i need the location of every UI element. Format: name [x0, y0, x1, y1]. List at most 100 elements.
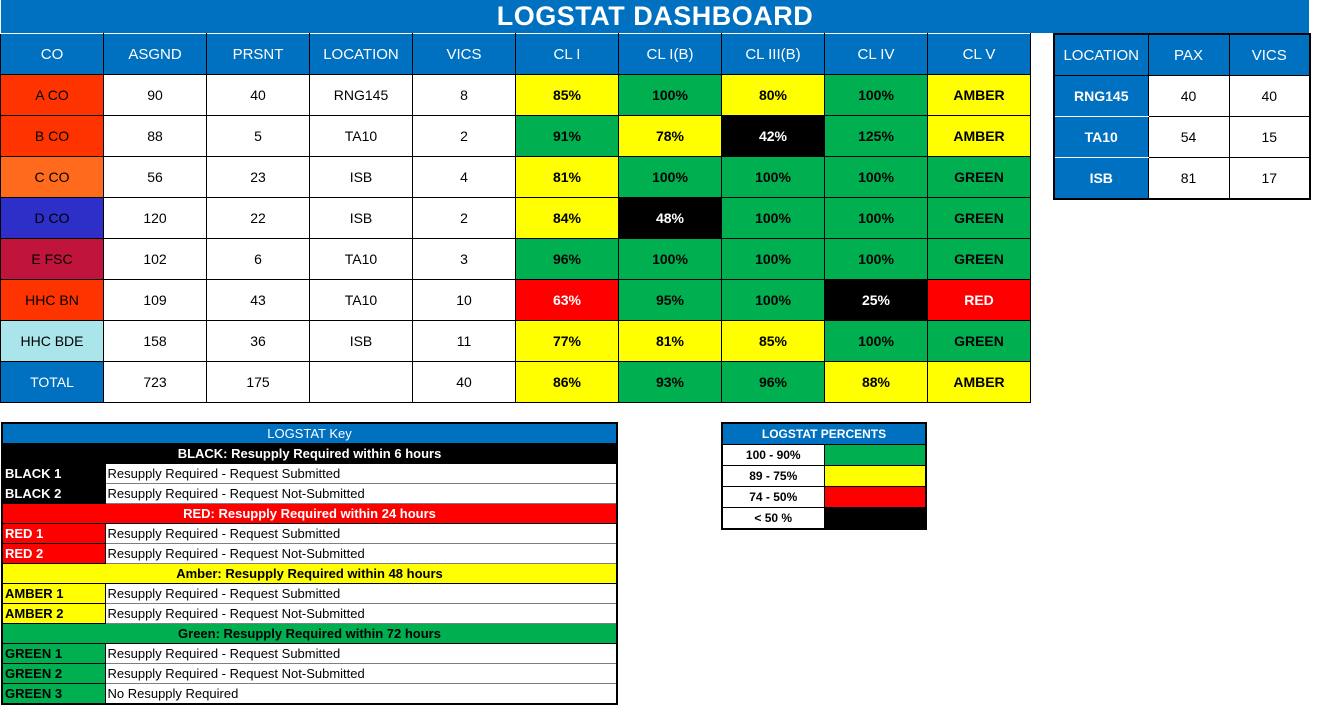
- class-status-cell: RED: [927, 279, 1031, 321]
- key-section-row: RED: Resupply Required within 24 hours: [1, 503, 618, 524]
- class-status-cell: 81%: [515, 156, 619, 198]
- class-status-cell: 100%: [721, 279, 825, 321]
- class-status-cell: 91%: [515, 115, 619, 157]
- percents-title: LOGSTAT PERCENTS: [721, 422, 927, 445]
- vics-cell: 2: [412, 197, 516, 239]
- present-cell: 5: [206, 115, 310, 157]
- key-item-description: Resupply Required - Request Submitted: [104, 643, 618, 664]
- percent-range: 74 - 50%: [721, 486, 825, 508]
- vics-cell: 11: [412, 320, 516, 362]
- company-cell: HHC BDE: [0, 320, 104, 362]
- logstat-key-table: LOGSTAT Key BLACK: Resupply Required with…: [1, 422, 618, 705]
- column-header: CL IV: [824, 33, 928, 75]
- class-status-cell: 48%: [618, 197, 722, 239]
- table-row: ISB 81 17: [1053, 157, 1311, 200]
- location-cell: TA10: [309, 115, 413, 157]
- vics-cell: 40: [1228, 75, 1311, 117]
- class-status-cell: 42%: [721, 115, 825, 157]
- key-section-row: BLACK: Resupply Required within 6 hours: [1, 443, 618, 464]
- class-status-cell: 100%: [721, 156, 825, 198]
- table-row: C CO 56 23 ISB 4 81% 100% 100% 100% GREEN: [0, 156, 1031, 198]
- key-item-label: BLACK 2: [1, 483, 106, 504]
- class-status-cell: 85%: [515, 74, 619, 116]
- key-item-label: GREEN 2: [1, 663, 106, 684]
- column-header: CL I: [515, 33, 619, 75]
- key-item-label: RED 1: [1, 523, 106, 544]
- vics-cell: 2: [412, 115, 516, 157]
- key-item-description: Resupply Required - Request Not-Submitte…: [104, 603, 618, 624]
- class-status-cell: 85%: [721, 320, 825, 362]
- key-item-description: Resupply Required - Request Submitted: [104, 583, 618, 604]
- column-header: CL V: [927, 33, 1031, 75]
- percents-row: 74 - 50%: [721, 486, 927, 508]
- present-cell: 43: [206, 279, 310, 321]
- key-item-description: Resupply Required - Request Not-Submitte…: [104, 483, 618, 504]
- class-status-cell: 95%: [618, 279, 722, 321]
- key-section-heading: BLACK: Resupply Required within 6 hours: [1, 443, 618, 464]
- class-status-cell: 25%: [824, 279, 928, 321]
- location-header-row: LOCATION PAX VICS: [1053, 33, 1311, 76]
- class-status-cell: GREEN: [927, 320, 1031, 362]
- key-item-description: Resupply Required - Request Submitted: [104, 463, 618, 484]
- column-header: VICS: [1228, 33, 1311, 76]
- class-status-cell: 96%: [515, 238, 619, 280]
- table-row: TA10 54 15: [1053, 116, 1311, 158]
- class-status-cell: 80%: [721, 74, 825, 116]
- key-item-description: No Resupply Required: [104, 683, 618, 705]
- class-status-cell: 88%: [824, 361, 928, 403]
- percents-row: < 50 %: [721, 507, 927, 530]
- key-title-row: LOGSTAT Key: [1, 422, 618, 444]
- class-status-cell: 93%: [618, 361, 722, 403]
- present-cell: 40: [206, 74, 310, 116]
- present-cell: 36: [206, 320, 310, 362]
- key-item-row: BLACK 2 Resupply Required - Request Not-S…: [1, 483, 618, 504]
- key-item-row: GREEN 1 Resupply Required - Request Submi…: [1, 643, 618, 664]
- assigned-cell: 120: [103, 197, 207, 239]
- class-status-cell: 100%: [824, 156, 928, 198]
- pax-cell: 81: [1147, 157, 1230, 200]
- company-cell: D CO: [0, 197, 104, 239]
- company-cell: A CO: [0, 74, 104, 116]
- vics-cell: 4: [412, 156, 516, 198]
- assigned-cell: 102: [103, 238, 207, 280]
- table-row: D CO 120 22 ISB 2 84% 48% 100% 100% GREEN: [0, 197, 1031, 239]
- company-cell: C CO: [0, 156, 104, 198]
- company-cell: B CO: [0, 115, 104, 157]
- column-header: ASGND: [103, 33, 207, 75]
- key-section-row: Amber: Resupply Required within 48 hours: [1, 563, 618, 584]
- vics-cell: 3: [412, 238, 516, 280]
- column-header: CO: [0, 33, 104, 75]
- column-header: LOCATION: [1053, 33, 1149, 76]
- location-cell: ISB: [309, 197, 413, 239]
- class-status-cell: 125%: [824, 115, 928, 157]
- key-section-row: Green: Resupply Required within 72 hours: [1, 623, 618, 644]
- key-item-row: RED 1 Resupply Required - Request Submitt…: [1, 523, 618, 544]
- key-item-label: GREEN 3: [1, 683, 106, 705]
- percent-color-swatch: [823, 444, 927, 466]
- key-item-row: RED 2 Resupply Required - Request Not-Sub…: [1, 543, 618, 564]
- pax-cell: 54: [1147, 116, 1230, 158]
- class-status-cell: 77%: [515, 320, 619, 362]
- present-cell: 175: [206, 361, 310, 403]
- class-status-cell: 100%: [824, 238, 928, 280]
- class-status-cell: AMBER: [927, 361, 1031, 403]
- percent-range: < 50 %: [721, 507, 825, 530]
- company-cell: E FSC: [0, 238, 104, 280]
- percents-title-row: LOGSTAT PERCENTS: [721, 422, 927, 445]
- class-status-cell: 86%: [515, 361, 619, 403]
- key-item-row: BLACK 1 Resupply Required - Request Submi…: [1, 463, 618, 484]
- class-status-cell: 100%: [618, 238, 722, 280]
- column-header: PAX: [1147, 33, 1230, 76]
- present-cell: 23: [206, 156, 310, 198]
- percents-row: 100 - 90%: [721, 444, 927, 466]
- location-summary-table: LOCATION PAX VICS RNG145 40 40 TA10 54 15 ISB 81 17: [1053, 33, 1311, 200]
- main-header-row: CO ASGND PRSNT LOCATION VICS CL I CL I(B) CL II…: [0, 33, 1031, 75]
- key-section-heading: RED: Resupply Required within 24 hours: [1, 503, 618, 524]
- class-status-cell: 100%: [824, 320, 928, 362]
- table-row: HHC BN 109 43 TA10 10 63% 95% 100% 25% RED: [0, 279, 1031, 321]
- present-cell: 6: [206, 238, 310, 280]
- column-header: VICS: [412, 33, 516, 75]
- percents-row: 89 - 75%: [721, 465, 927, 487]
- class-status-cell: GREEN: [927, 156, 1031, 198]
- assigned-cell: 109: [103, 279, 207, 321]
